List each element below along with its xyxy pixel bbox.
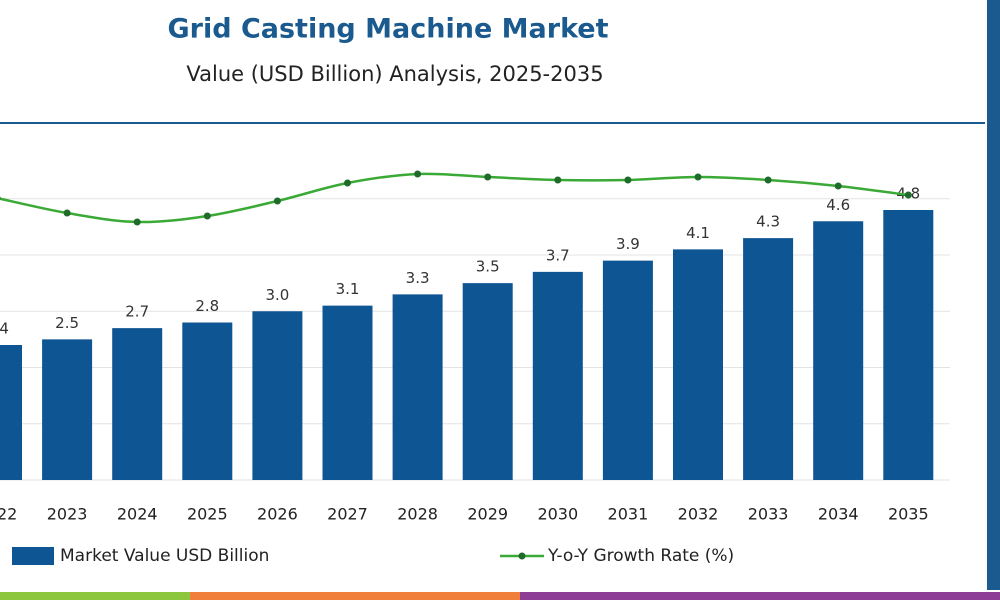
growth-point bbox=[273, 197, 281, 205]
growth-point bbox=[624, 176, 632, 184]
chart-title: Grid Casting Machine Market bbox=[167, 14, 608, 45]
data-label: 3.7 bbox=[546, 246, 570, 264]
x-tick-label: 2025 bbox=[187, 505, 228, 524]
bar bbox=[813, 221, 864, 480]
growth-point bbox=[484, 173, 492, 181]
footer-strip bbox=[0, 592, 190, 600]
x-tick-label: 2023 bbox=[47, 505, 88, 524]
growth-point bbox=[0, 196, 1, 200]
bar bbox=[252, 311, 303, 480]
data-label: 2.4 bbox=[0, 320, 9, 338]
data-label: 2.5 bbox=[55, 314, 79, 332]
x-tick-label: 2030 bbox=[537, 505, 578, 524]
data-label: 2.8 bbox=[195, 297, 219, 315]
growth-point bbox=[414, 170, 422, 178]
bar bbox=[0, 345, 22, 480]
data-label: 2.7 bbox=[125, 303, 149, 321]
bar bbox=[602, 260, 653, 480]
legend-swatch bbox=[518, 552, 526, 560]
bar bbox=[532, 271, 583, 480]
growth-point bbox=[834, 182, 842, 190]
data-label: 4.3 bbox=[756, 213, 780, 231]
growth-point bbox=[904, 191, 912, 199]
x-tick-label: 2027 bbox=[327, 505, 368, 524]
footer-strip bbox=[190, 592, 520, 600]
legend-label: Y-o-Y Growth Rate (%) bbox=[547, 546, 734, 566]
data-label: 3.1 bbox=[336, 280, 360, 298]
x-tick-label: 2033 bbox=[748, 505, 789, 524]
bar bbox=[673, 249, 723, 480]
bar bbox=[462, 283, 513, 480]
x-tick-label: 2026 bbox=[257, 505, 298, 524]
data-label: 3.3 bbox=[406, 269, 430, 287]
legend-label: Market Value USD Billion bbox=[60, 546, 269, 566]
x-tick-label: 2022 bbox=[0, 505, 17, 524]
x-tick-label: 2032 bbox=[678, 505, 719, 524]
growth-point bbox=[554, 176, 562, 184]
growth-point bbox=[344, 179, 351, 187]
x-tick-label: 2031 bbox=[608, 505, 649, 524]
x-tick-label: 2034 bbox=[818, 505, 859, 524]
data-label: 4.1 bbox=[686, 224, 710, 242]
bar bbox=[182, 322, 233, 480]
growth-point bbox=[63, 209, 71, 217]
data-label: 4.6 bbox=[826, 196, 850, 214]
x-tick-label: 2029 bbox=[467, 505, 508, 524]
chart-subtitle: Value (USD Billion) Analysis, 2025-2035 bbox=[186, 62, 603, 86]
footer-strip bbox=[520, 592, 1000, 600]
legend-swatch bbox=[12, 547, 54, 565]
x-tick-label: 2024 bbox=[117, 505, 158, 524]
data-label: 3.5 bbox=[476, 258, 500, 276]
x-tick-label: 2035 bbox=[888, 505, 929, 524]
bar bbox=[743, 238, 794, 480]
growth-point bbox=[694, 173, 702, 181]
data-label: 3.9 bbox=[616, 235, 640, 253]
growth-point bbox=[133, 218, 141, 226]
bar bbox=[883, 210, 934, 480]
growth-point bbox=[203, 212, 211, 220]
bar bbox=[392, 294, 443, 480]
bar bbox=[112, 328, 163, 480]
side-panel bbox=[987, 0, 1000, 590]
growth-line bbox=[0, 172, 909, 224]
bar bbox=[322, 305, 373, 480]
bar bbox=[42, 339, 93, 480]
growth-point bbox=[764, 176, 772, 184]
x-tick-label: 2028 bbox=[397, 505, 438, 524]
data-label: 3.0 bbox=[265, 286, 289, 304]
